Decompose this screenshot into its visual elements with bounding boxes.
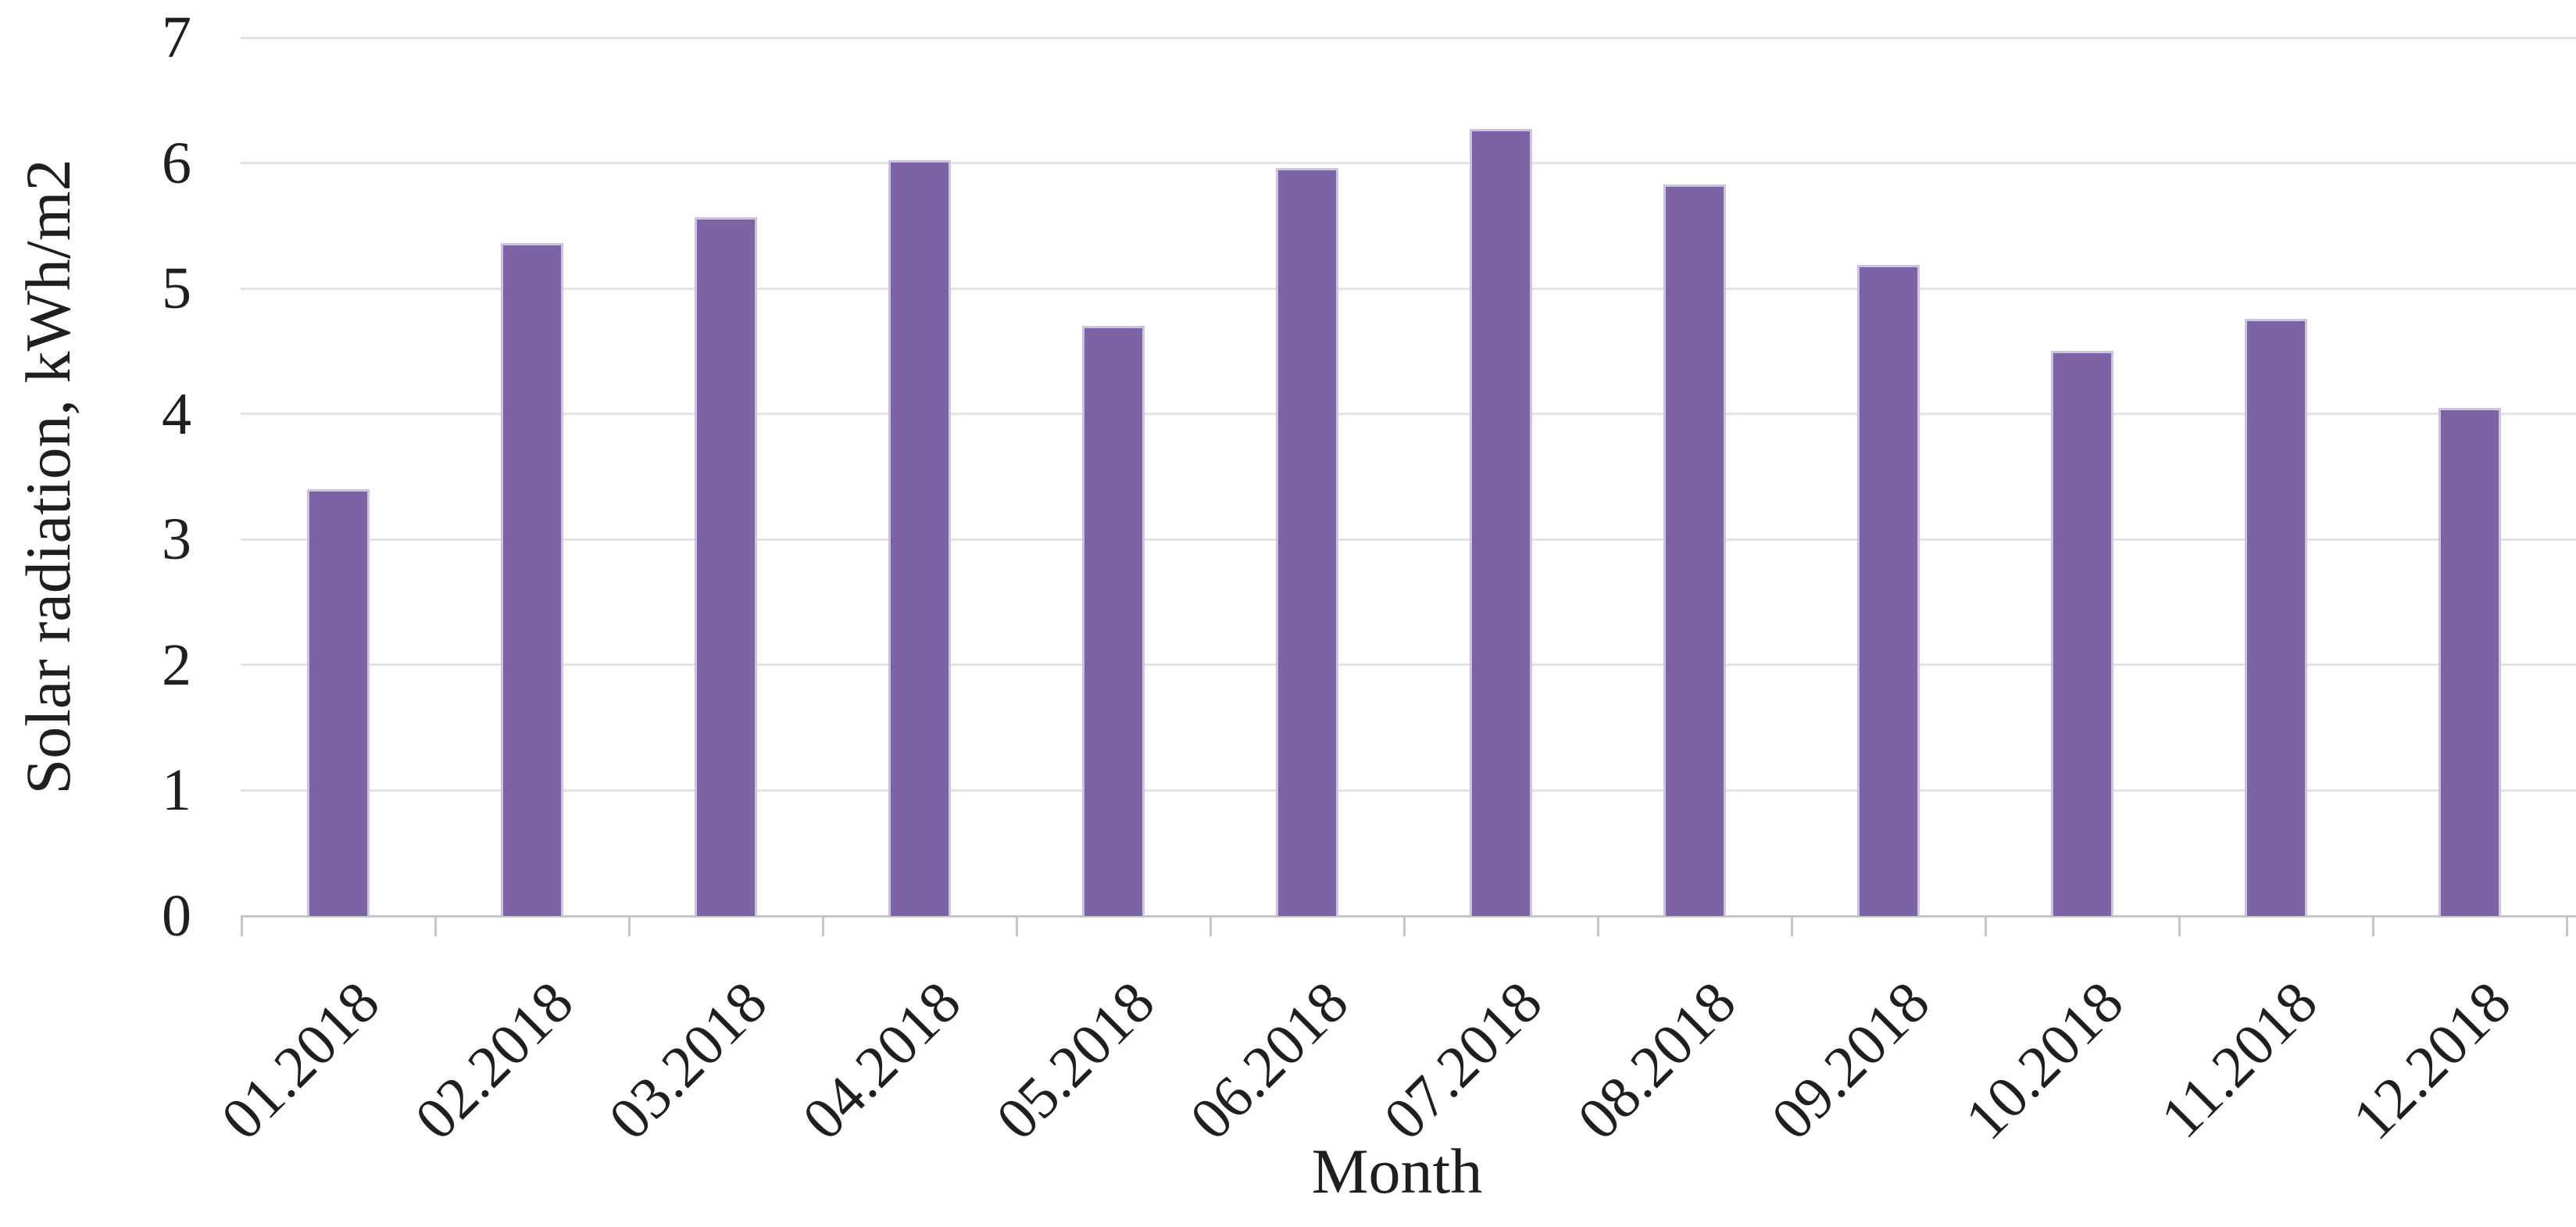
bar-08.2018 (1663, 184, 1726, 916)
x-tick-label-07.2018: 07.2018 (1371, 969, 1555, 1153)
x-axis-line (241, 914, 2576, 918)
bar-01.2018 (307, 489, 370, 916)
gridline-y-3 (241, 538, 2576, 541)
x-axis-tick-mark (2565, 916, 2568, 936)
x-tick-label-03.2018: 03.2018 (596, 969, 780, 1153)
gridline-y-1 (241, 789, 2576, 792)
bar-09.2018 (1857, 264, 1920, 916)
gridline-y-4 (241, 413, 2576, 416)
bar-12.2018 (2438, 407, 2501, 916)
x-tick-label-06.2018: 06.2018 (1177, 969, 1361, 1153)
gridline-y-5 (241, 287, 2576, 290)
x-axis-tick-mark (1596, 916, 1599, 936)
y-tick-label-3: 3 (162, 506, 191, 573)
x-axis-tick-mark (1209, 916, 1212, 936)
gridline-y-2 (241, 664, 2576, 667)
x-axis-tick-mark (1984, 916, 1987, 936)
x-tick-label-01.2018: 01.2018 (209, 969, 392, 1153)
x-axis-tick-mark (2178, 916, 2181, 936)
bar-11.2018 (2245, 318, 2307, 916)
bar-10.2018 (2051, 351, 2113, 916)
y-tick-label-6: 6 (162, 130, 191, 196)
x-axis-tick-mark (627, 916, 631, 936)
bar-06.2018 (1276, 167, 1338, 916)
x-tick-label-12.2018: 12.2018 (2340, 969, 2524, 1153)
y-tick-label-2: 2 (162, 631, 191, 698)
x-tick-label-02.2018: 02.2018 (402, 969, 586, 1153)
bar-04.2018 (888, 160, 951, 916)
gridline-y-6 (241, 162, 2576, 165)
y-tick-label-4: 4 (162, 381, 191, 447)
y-tick-label-7: 7 (162, 5, 191, 70)
x-axis-tick-mark (240, 916, 243, 936)
x-tick-label-05.2018: 05.2018 (984, 969, 1167, 1153)
x-axis-tick-mark (434, 916, 437, 936)
bar-03.2018 (695, 216, 757, 916)
x-axis-tick-mark (2371, 916, 2374, 936)
x-axis-tick-mark (1790, 916, 1793, 936)
x-tick-label-11.2018: 11.2018 (2148, 969, 2330, 1151)
x-tick-label-09.2018: 09.2018 (1759, 969, 1942, 1153)
bar-02.2018 (501, 243, 563, 916)
bar-07.2018 (1470, 129, 1532, 916)
x-axis-tick-mark (1402, 916, 1406, 936)
x-tick-label-08.2018: 08.2018 (1565, 969, 1749, 1153)
x-tick-label-10.2018: 10.2018 (1953, 969, 2136, 1153)
y-tick-label-1: 1 (162, 757, 191, 824)
x-axis-title-text: Month (1311, 1136, 1483, 1207)
gridline-y-7 (241, 36, 2576, 39)
x-axis-title: Month (1312, 1139, 1483, 1204)
x-axis-tick-mark (821, 916, 824, 936)
y-tick-label-5: 5 (162, 256, 191, 322)
y-tick-label-0: 0 (162, 883, 191, 949)
x-axis-tick-mark (1015, 916, 1018, 936)
bar-05.2018 (1082, 326, 1145, 916)
x-tick-label-04.2018: 04.2018 (790, 969, 974, 1153)
